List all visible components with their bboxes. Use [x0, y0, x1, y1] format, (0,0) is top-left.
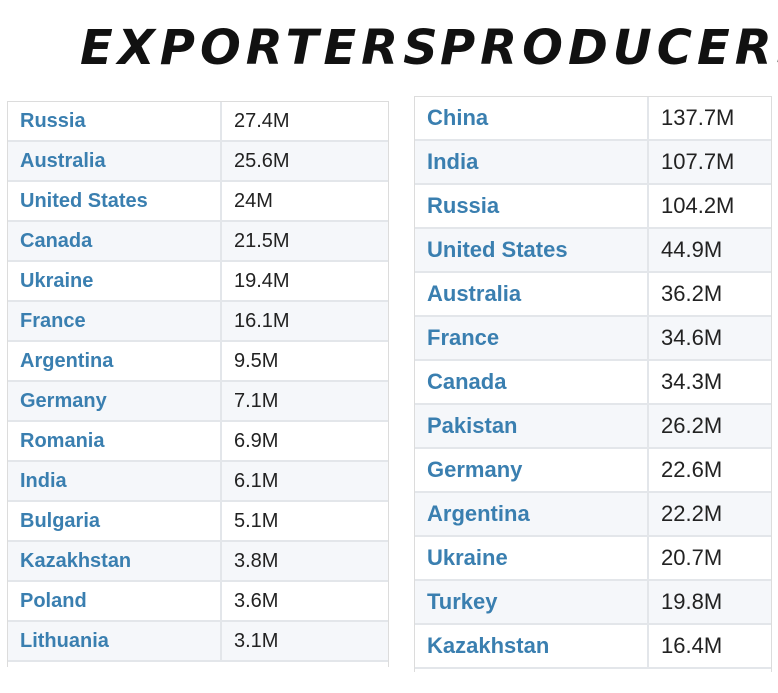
- exporters-country-cell: Argentina: [8, 341, 221, 382]
- exporters-value-cell: 16.1M: [220, 301, 388, 342]
- producers-value-cell: 107.7M: [647, 140, 771, 185]
- exporters-value-cell: 27.4M: [220, 102, 388, 142]
- exporters-country-cell: India: [8, 461, 221, 502]
- exporters-country-cell: Romania: [8, 421, 221, 462]
- producers-table-row: Canada 34.3M: [415, 360, 771, 405]
- exporters-value-cell: 3.1M: [220, 621, 388, 662]
- producers-value-cell: 22.2M: [647, 492, 771, 537]
- exporters-country-cell: United States: [8, 181, 221, 222]
- exporters-table-row: France 16.1M: [8, 301, 388, 342]
- producers-country-cell: Germany: [415, 448, 648, 493]
- producers-country-cell: Argentina: [415, 492, 648, 537]
- producers-value-cell: 36.2M: [647, 272, 771, 317]
- exporters-value-cell: 19.4M: [220, 261, 388, 302]
- producers-country-cell: France: [415, 316, 648, 361]
- producers-table-row: Australia 36.2M: [415, 272, 771, 317]
- exporters-value-cell: 7.1M: [220, 381, 388, 422]
- producers-value-cell: 22.6M: [647, 448, 771, 493]
- producers-value-cell: 19.8M: [647, 580, 771, 625]
- producers-table-row: France 34.6M: [415, 316, 771, 361]
- producers-country-cell: Kazakhstan: [415, 624, 648, 669]
- producers-heading: PRODUCERS: [440, 20, 778, 76]
- producers-country-cell: Ukraine: [415, 536, 648, 581]
- exporters-country-cell: Australia: [8, 141, 221, 182]
- exporters-table-row: Bulgaria 5.1M: [8, 501, 388, 542]
- exporters-country-cell: Poland: [8, 581, 221, 622]
- producers-value-cell: 20.7M: [647, 536, 771, 581]
- exporters-table-row: Ukraine 19.4M: [8, 261, 388, 302]
- producers-country-cell: India: [415, 140, 648, 185]
- exporters-value-cell: 3.6M: [220, 581, 388, 622]
- producers-country-cell: United States: [415, 228, 648, 273]
- producers-country-cell: Russia: [415, 184, 648, 229]
- exporters-table-row: Kazakhstan 3.8M: [8, 541, 388, 582]
- producers-table: China 137.7M India 107.7M Russia 104.2M United…: [414, 96, 772, 672]
- exporters-table-row: Germany 7.1M: [8, 381, 388, 422]
- producers-country-cell: Pakistan: [415, 404, 648, 449]
- producers-table-row: Germany 22.6M: [415, 448, 771, 493]
- exporters-table-row: Russia 27.4M: [8, 102, 388, 142]
- exporters-heading: EXPORTERS: [80, 20, 443, 76]
- producers-value-cell: 26.2M: [647, 404, 771, 449]
- exporters-value-cell: 5.1M: [220, 501, 388, 542]
- producers-value-cell: 34.6M: [647, 316, 771, 361]
- producers-value-cell: 137.7M: [647, 97, 771, 141]
- exporters-country-cell: Germany: [8, 381, 221, 422]
- producers-country-cell: Turkey: [415, 580, 648, 625]
- exporters-table-row: Lithuania 3.1M: [8, 621, 388, 662]
- exporters-country-cell: Bulgaria: [8, 501, 221, 542]
- exporters-value-cell: 6.9M: [220, 421, 388, 462]
- producers-table-row: United States 44.9M: [415, 228, 771, 273]
- exporters-country-cell: Kazakhstan: [8, 541, 221, 582]
- exporters-table-row: Australia 25.6M: [8, 141, 388, 182]
- exporters-value-cell: 24M: [220, 181, 388, 222]
- producers-value-cell: 16.4M: [647, 624, 771, 669]
- exporters-value-cell: 6.1M: [220, 461, 388, 502]
- producers-country-cell: China: [415, 97, 648, 141]
- exporters-country-cell: Canada: [8, 221, 221, 262]
- producers-value-cell: 34.3M: [647, 360, 771, 405]
- producers-country-cell: Canada: [415, 360, 648, 405]
- exporters-table: Russia 27.4M Australia 25.6M United States 24…: [7, 101, 389, 667]
- producers-country-cell: Australia: [415, 272, 648, 317]
- exporters-value-cell: 21.5M: [220, 221, 388, 262]
- producers-value-cell: 44.9M: [647, 228, 771, 273]
- exporters-table-row: Romania 6.9M: [8, 421, 388, 462]
- producers-table-row: Argentina 22.2M: [415, 492, 771, 537]
- exporters-country-cell: Lithuania: [8, 621, 221, 662]
- exporters-value-cell: 25.6M: [220, 141, 388, 182]
- producers-table-row: Russia 104.2M: [415, 184, 771, 229]
- producers-table-row: India 107.7M: [415, 140, 771, 185]
- producers-table-row: China 137.7M: [415, 97, 771, 141]
- exporters-table-row: Argentina 9.5M: [8, 341, 388, 382]
- exporters-table-row: Canada 21.5M: [8, 221, 388, 262]
- exporters-country-cell: Ukraine: [8, 261, 221, 302]
- exporters-table-row: United States 24M: [8, 181, 388, 222]
- exporters-value-cell: 9.5M: [220, 341, 388, 382]
- exporters-country-cell: France: [8, 301, 221, 342]
- producers-table-row: Turkey 19.8M: [415, 580, 771, 625]
- exporters-table-row: Poland 3.6M: [8, 581, 388, 622]
- producers-table-row: Ukraine 20.7M: [415, 536, 771, 581]
- exporters-country-cell: Russia: [8, 102, 221, 142]
- producers-table-row: Kazakhstan 16.4M: [415, 624, 771, 669]
- producers-value-cell: 104.2M: [647, 184, 771, 229]
- exporters-table-row: India 6.1M: [8, 461, 388, 502]
- producers-table-row: Pakistan 26.2M: [415, 404, 771, 449]
- exporters-value-cell: 3.8M: [220, 541, 388, 582]
